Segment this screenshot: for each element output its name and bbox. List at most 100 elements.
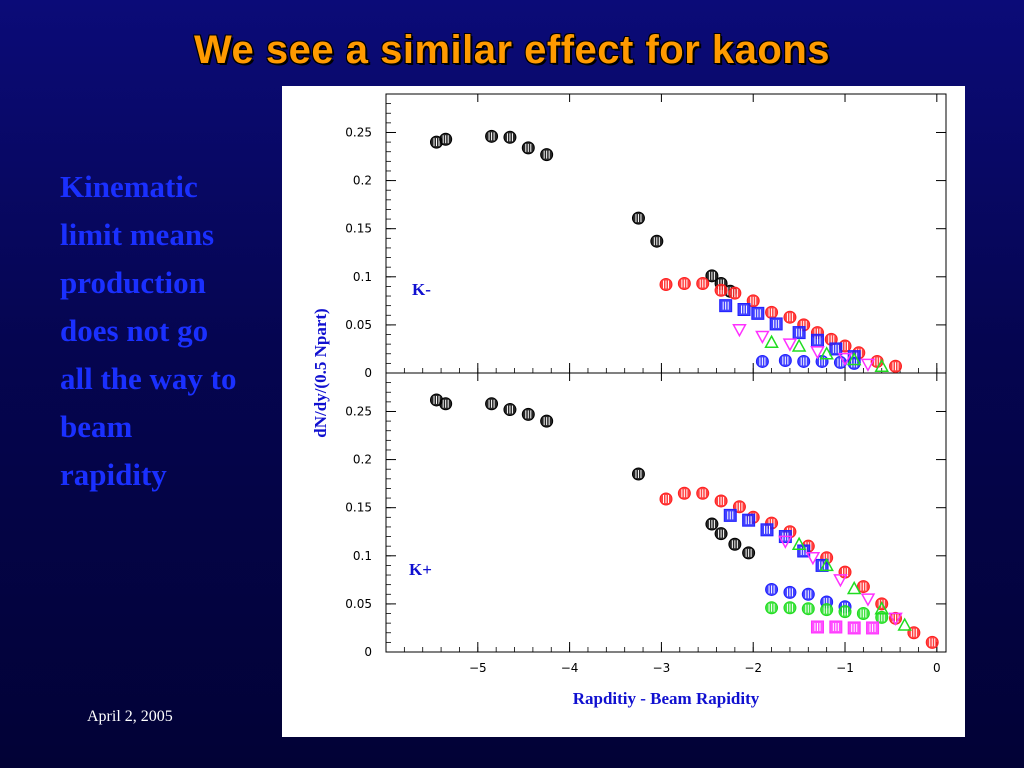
body-line: all the way to xyxy=(60,361,237,396)
data-point xyxy=(521,141,535,155)
data-point xyxy=(778,535,793,549)
x-tick-label: 0 xyxy=(933,661,941,675)
data-point xyxy=(439,397,453,411)
data-point xyxy=(783,310,797,324)
data-point xyxy=(889,611,903,625)
body-line: production xyxy=(60,265,206,300)
data-point xyxy=(485,129,499,143)
body-line: Kinematic xyxy=(60,169,198,204)
data-point xyxy=(659,277,673,291)
data-point xyxy=(742,546,756,560)
y-tick-label: 0.1 xyxy=(353,270,372,284)
k-minus-label: K- xyxy=(412,280,431,299)
data-point xyxy=(820,603,834,617)
data-point xyxy=(783,585,797,599)
y-axis-title: dN/dy/(0.5 Npart) xyxy=(311,308,330,437)
data-point xyxy=(723,508,737,522)
data-point xyxy=(847,356,861,370)
k-plus-label: K+ xyxy=(409,560,432,579)
data-point xyxy=(801,587,815,601)
data-point xyxy=(659,492,673,506)
data-point xyxy=(769,317,783,331)
data-point xyxy=(439,132,453,146)
data-point xyxy=(677,277,691,291)
data-point xyxy=(765,305,779,319)
data-point xyxy=(810,346,825,360)
data-point xyxy=(755,354,769,368)
data-point xyxy=(829,620,843,634)
footer-date: April 2, 2005 xyxy=(87,708,173,725)
body-line: rapidity xyxy=(60,457,167,492)
y-tick-label: 0.05 xyxy=(345,318,372,332)
data-point xyxy=(705,269,719,283)
data-point xyxy=(783,601,797,615)
data-point xyxy=(846,580,862,595)
k-minus-frame xyxy=(385,93,947,374)
data-point xyxy=(847,621,861,635)
data-point xyxy=(874,358,890,373)
data-point xyxy=(714,494,728,508)
y-tick-label: 0 xyxy=(364,645,372,659)
data-point xyxy=(782,338,798,352)
figure-panel: 0 0.05 0.1 0.15 0.2 0.25 0 0.05 0.1 0.15 0.2 0.25 −5… xyxy=(282,86,965,737)
body-text: Kinematic limit means production does no… xyxy=(60,163,290,499)
data-point xyxy=(737,303,751,317)
y-tick-label: 0.1 xyxy=(353,549,372,563)
data-point xyxy=(429,135,443,149)
data-point xyxy=(824,332,838,346)
x-tick-label: −2 xyxy=(744,661,762,675)
data-point xyxy=(714,283,728,297)
data-point xyxy=(503,403,517,417)
data-point xyxy=(819,346,834,360)
body-line: beam xyxy=(60,409,133,444)
data-point xyxy=(791,536,807,550)
data-point xyxy=(797,544,811,558)
data-point xyxy=(810,620,824,634)
data-point xyxy=(815,354,829,368)
y-tick-label: 0 xyxy=(364,366,372,380)
data-point xyxy=(540,414,554,428)
x-tick-label: −3 xyxy=(653,661,671,675)
data-point xyxy=(846,351,862,366)
data-point xyxy=(819,557,834,572)
data-point xyxy=(925,635,939,649)
k-plus-frame xyxy=(385,372,947,653)
data-point xyxy=(751,306,765,320)
data-point xyxy=(677,486,691,500)
data-point xyxy=(714,527,728,541)
data-point xyxy=(503,130,517,144)
body-line: limit means xyxy=(60,217,215,252)
data-point xyxy=(696,486,710,500)
data-point xyxy=(705,517,719,531)
data-point xyxy=(760,523,774,537)
data-point xyxy=(888,612,903,626)
x-tick-label: −4 xyxy=(561,661,579,675)
data-point xyxy=(856,607,870,621)
data-point xyxy=(728,537,742,551)
data-point xyxy=(742,513,756,527)
data-point xyxy=(860,358,876,372)
data-point xyxy=(485,397,499,411)
data-point xyxy=(801,602,815,616)
data-point xyxy=(797,354,811,368)
data-point xyxy=(540,148,554,162)
data-point xyxy=(866,621,880,635)
data-point xyxy=(631,467,645,481)
y-tick-label: 0.2 xyxy=(353,174,372,188)
data-point xyxy=(728,286,742,300)
data-point xyxy=(856,580,870,594)
data-point xyxy=(732,323,747,338)
data-point xyxy=(791,338,807,352)
body-line: does not go xyxy=(60,313,209,348)
data-point xyxy=(810,333,824,347)
data-point xyxy=(860,593,876,607)
data-point xyxy=(874,601,890,615)
data-point xyxy=(755,330,770,345)
data-point xyxy=(829,342,843,356)
data-point xyxy=(837,352,853,367)
data-point xyxy=(778,353,792,367)
data-point xyxy=(765,601,779,615)
data-point xyxy=(650,234,664,248)
data-point xyxy=(765,582,779,596)
data-point xyxy=(764,334,779,348)
